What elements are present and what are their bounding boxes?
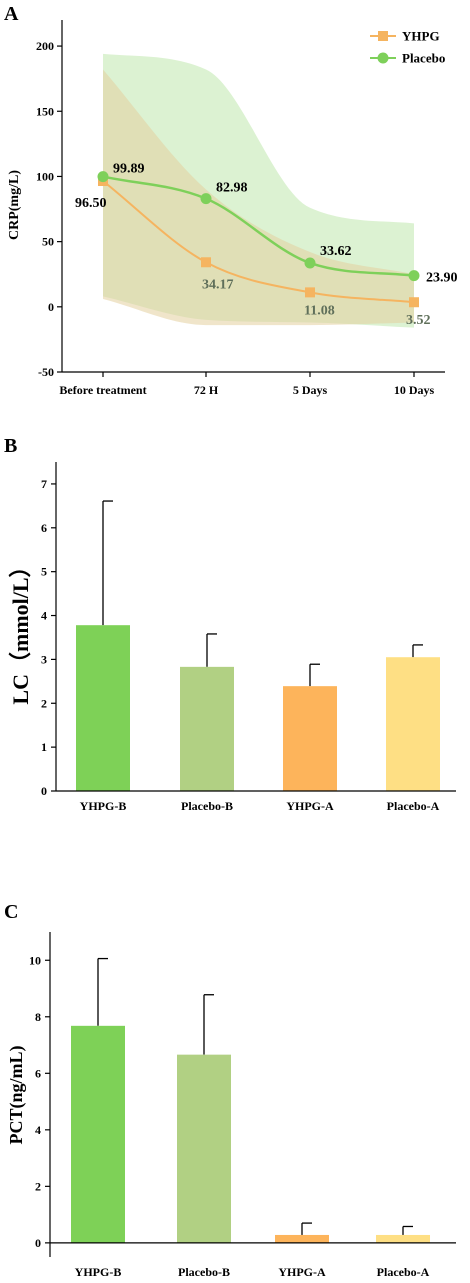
data-label-placebo: 23.90 xyxy=(426,271,458,286)
lc-bar-chart: B 0 1 2 3 4 5 6 7 YHPG-B Placebo-B YHPG-A Placebo-A… xyxy=(4,435,456,813)
confidence-bands xyxy=(103,53,414,328)
bar-yhpg-b xyxy=(71,1025,125,1243)
y-tick-label: 50 xyxy=(42,235,54,249)
bar-yhpg-a xyxy=(283,686,337,791)
x-tick-label: YHPG-A xyxy=(286,799,334,813)
series-line-placebo xyxy=(102,175,415,277)
legend-label-placebo: Placebo xyxy=(402,51,445,66)
legend: YHPG Placebo xyxy=(370,29,445,66)
data-labels: 96.50 34.17 11.08 3.52 99.89 82.98 33.62 23.90 xyxy=(75,162,458,329)
band-yhpg xyxy=(103,69,414,326)
y-tick-label: 1 xyxy=(41,740,47,754)
panel-label-a: A xyxy=(4,3,19,25)
series-lines xyxy=(97,171,420,308)
bar-placebo-b xyxy=(177,1054,231,1243)
x-tick-label: 72 H xyxy=(194,383,219,397)
y-tick-label: 150 xyxy=(36,104,54,118)
bars xyxy=(71,957,430,1243)
lc-axes: 0 1 2 3 4 5 6 7 YHPG-B Placebo-B YHPG-A Placebo-A xyxy=(41,462,456,813)
legend-marker-yhpg xyxy=(378,31,388,41)
x-tick-label: Before treatment xyxy=(59,383,146,397)
y-tick-label: 4 xyxy=(35,1123,41,1137)
panel-label-c: C xyxy=(4,901,18,923)
y-tick-label: 0 xyxy=(35,1236,41,1250)
x-tick-label: YHPG-A xyxy=(278,1265,326,1279)
x-tick-label: Placebo-A xyxy=(387,799,440,813)
bar-yhpg-a xyxy=(275,1234,329,1243)
panel-label-b: B xyxy=(4,435,17,457)
y-tick-label: 4 xyxy=(41,609,47,623)
point-yhpg xyxy=(201,257,211,268)
pct-axes: 0 2 4 6 8 10 YHPG-B Placebo-B YHPG-A Placebo-A xyxy=(29,932,456,1279)
y-axis-label-pct: PCT(ng/mL) xyxy=(6,1045,27,1144)
y-tick-label: -50 xyxy=(38,365,54,379)
y-tick-label: 3 xyxy=(41,652,47,666)
crp-line-chart: A -50 0 50 100 150 200 Before treatment 72 H 5 D… xyxy=(4,3,458,397)
legend-label-yhpg: YHPG xyxy=(402,29,440,44)
x-tick-label: Placebo-A xyxy=(377,1265,430,1279)
y-axis-label-crp: CRP(mg/L) xyxy=(7,170,22,240)
x-tick-label: 10 Days xyxy=(394,383,435,397)
series-line-yhpg xyxy=(102,180,415,304)
point-yhpg xyxy=(305,287,315,298)
y-tick-label: 8 xyxy=(35,1010,41,1024)
bar-placebo-a xyxy=(376,1234,430,1243)
data-label-placebo: 82.98 xyxy=(216,181,248,196)
data-label-yhpg: 3.52 xyxy=(406,313,431,328)
y-tick-label: 7 xyxy=(41,477,47,491)
point-placebo xyxy=(304,257,316,269)
data-label-yhpg: 96.50 xyxy=(75,196,107,211)
x-tick-label: Placebo-B xyxy=(181,799,233,813)
point-placebo xyxy=(408,270,420,282)
point-placebo xyxy=(97,171,109,183)
data-label-yhpg: 11.08 xyxy=(304,303,335,318)
x-tick-label: Placebo-B xyxy=(178,1265,230,1279)
x-tick-label: 5 Days xyxy=(293,383,328,397)
bar-yhpg-b xyxy=(76,625,130,791)
y-tick-label: 6 xyxy=(41,521,47,535)
y-tick-label: 0 xyxy=(41,784,47,798)
point-placebo xyxy=(200,193,212,205)
y-tick-label: 2 xyxy=(41,696,47,710)
bars xyxy=(76,500,440,791)
y-tick-label: 6 xyxy=(35,1066,41,1080)
y-axis-label-lc: LC（mmol/L） xyxy=(8,555,33,704)
data-label-yhpg: 34.17 xyxy=(202,277,234,292)
y-tick-label: 5 xyxy=(41,565,47,579)
legend-marker-placebo xyxy=(377,52,389,64)
point-yhpg xyxy=(409,297,419,308)
data-label-placebo: 33.62 xyxy=(320,244,352,259)
y-tick-label: 200 xyxy=(36,39,54,53)
x-tick-label: YHPG-B xyxy=(80,799,127,813)
crp-axes: -50 0 50 100 150 200 Before treatment 72 H 5 Day… xyxy=(36,20,445,397)
y-tick-label: 10 xyxy=(29,953,41,967)
y-tick-label: 0 xyxy=(48,300,54,314)
bar-placebo-b xyxy=(180,666,234,791)
bar-placebo-a xyxy=(386,657,440,791)
y-tick-label: 100 xyxy=(36,169,54,183)
x-tick-label: YHPG-B xyxy=(75,1265,122,1279)
data-label-placebo: 99.89 xyxy=(113,162,145,177)
y-tick-label: 2 xyxy=(35,1179,41,1193)
